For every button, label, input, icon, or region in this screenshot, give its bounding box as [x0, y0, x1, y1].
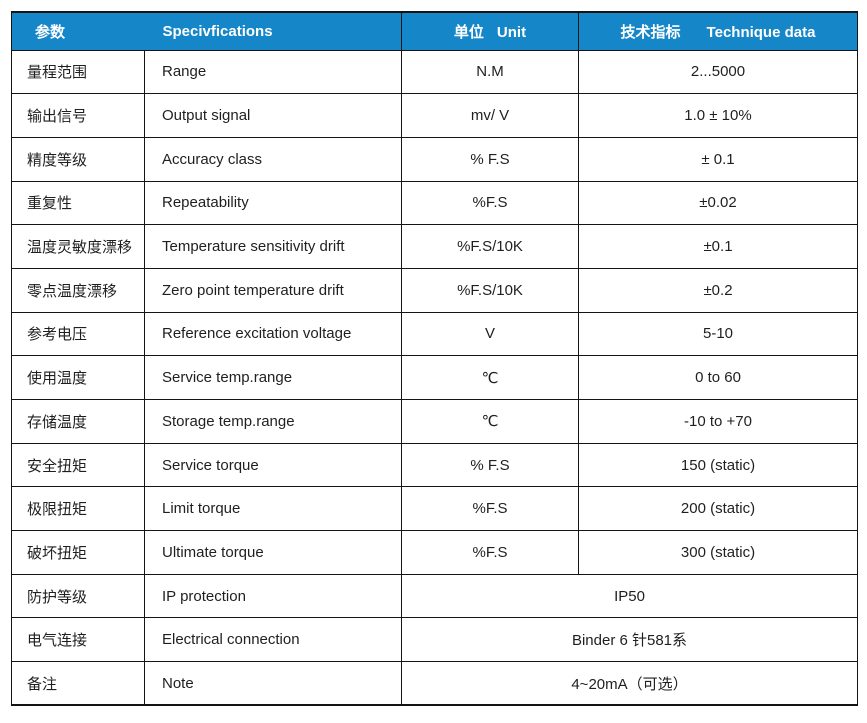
table-header: 参数 Specivfications 单位 Unit 技术指标 Technique …	[11, 12, 858, 50]
param-zh-cell: 极限扭矩	[11, 486, 145, 532]
table-row: 零点温度漂移 Zero point temperature drift %F.S…	[11, 267, 858, 313]
table-row: 存储温度 Storage temp.range ℃ -10 to +70	[11, 399, 858, 444]
specifications-table: 参数 Specivfications 单位 Unit 技术指标 Technique …	[11, 11, 858, 707]
param-zh-cell: 温度灵敏度漂移	[11, 224, 145, 269]
value-cell: -10 to +70	[578, 399, 858, 444]
param-zh-cell: 电气连接	[11, 617, 145, 663]
table-row: 安全扭矩 Service torque % F.S 150 (static)	[11, 442, 858, 488]
param-zh-cell: 精度等级	[11, 136, 145, 182]
value-cell: ±0.02	[578, 180, 858, 226]
param-en-cell: Zero point temperature drift	[144, 267, 402, 313]
header-tech-zh: 技术指标	[620, 23, 681, 41]
unit-cell: % F.S	[401, 442, 579, 488]
spec-sheet-page: 参数 Specivfications 单位 Unit 技术指标 Technique …	[11, 11, 858, 707]
param-en-cell: Storage temp.range	[144, 399, 402, 444]
header-technique-data: 技术指标 Technique data	[578, 12, 858, 50]
unit-cell: ℃	[401, 355, 579, 400]
param-en-cell: Range	[144, 49, 402, 95]
param-en-cell: Electrical connection	[144, 617, 402, 663]
unit-cell: % F.S	[401, 136, 579, 182]
param-en-cell: Reference excitation voltage	[144, 311, 402, 357]
header-tech-en: Technique data	[706, 23, 816, 41]
param-zh-cell: 输出信号	[11, 93, 145, 138]
param-en-cell: Limit torque	[144, 486, 402, 532]
value-cell: 5-10	[578, 311, 858, 357]
value-cell: ± 0.1	[578, 136, 858, 182]
param-en-cell: Note	[144, 661, 402, 706]
param-zh-cell: 破坏扭矩	[11, 530, 145, 575]
unit-cell: %F.S/10K	[401, 224, 579, 269]
unit-cell: %F.S	[401, 486, 579, 532]
param-en-cell: Service torque	[144, 442, 402, 488]
unit-cell: %F.S/10K	[401, 267, 579, 313]
param-en-cell: Accuracy class	[144, 136, 402, 182]
table-row: 备注 Note 4~20mA（可选）	[11, 661, 858, 706]
value-cell: 200 (static)	[578, 486, 858, 532]
param-zh-cell: 安全扭矩	[11, 442, 145, 488]
value-cell: 0 to 60	[578, 355, 858, 400]
header-unit-zh: 单位	[453, 23, 484, 41]
value-cell: 300 (static)	[578, 530, 858, 575]
table-body: 量程范围 Range N.M 2...5000 输出信号 Output sign…	[11, 49, 858, 706]
value-cell: ±0.1	[578, 224, 858, 269]
param-en-cell: Service temp.range	[144, 355, 402, 400]
unit-cell: %F.S	[401, 180, 579, 226]
header-unit-en: Unit	[496, 23, 527, 41]
value-cell-merged: IP50	[401, 573, 858, 619]
param-en-cell: Repeatability	[144, 180, 402, 226]
header-param-zh: 参数	[11, 12, 145, 50]
header-row: 参数 Specivfications 单位 Unit 技术指标 Technique …	[11, 12, 858, 50]
param-en-cell: Ultimate torque	[144, 530, 402, 575]
param-zh-cell: 参考电压	[11, 311, 145, 357]
param-zh-cell: 防护等级	[11, 573, 145, 619]
table-row: 防护等级 IP protection IP50	[11, 573, 858, 619]
param-en-cell: Output signal	[144, 93, 402, 138]
param-en-cell: IP protection	[144, 573, 402, 619]
value-cell-merged: Binder 6 针581系	[401, 617, 858, 663]
table-row: 重复性 Repeatability %F.S ±0.02	[11, 180, 858, 226]
value-cell: 2...5000	[578, 49, 858, 95]
table-row: 量程范围 Range N.M 2...5000	[11, 49, 858, 95]
header-specifications: Specivfications	[144, 12, 402, 50]
table-row: 参考电压 Reference excitation voltage V 5-10	[11, 311, 858, 357]
param-en-cell: Temperature sensitivity drift	[144, 224, 402, 269]
table-row: 极限扭矩 Limit torque %F.S 200 (static)	[11, 486, 858, 532]
unit-cell: mv/ V	[401, 93, 579, 138]
table-row: 输出信号 Output signal mv/ V 1.0 ± 10%	[11, 93, 858, 138]
value-cell: ±0.2	[578, 267, 858, 313]
param-zh-cell: 零点温度漂移	[11, 267, 145, 313]
param-zh-cell: 备注	[11, 661, 145, 706]
param-zh-cell: 量程范围	[11, 49, 145, 95]
table-row: 破坏扭矩 Ultimate torque %F.S 300 (static)	[11, 530, 858, 575]
table-row: 温度灵敏度漂移 Temperature sensitivity drift %F…	[11, 224, 858, 269]
header-unit: 单位 Unit	[401, 12, 579, 50]
unit-cell: %F.S	[401, 530, 579, 575]
param-zh-cell: 存储温度	[11, 399, 145, 444]
param-zh-cell: 使用温度	[11, 355, 145, 400]
unit-cell: V	[401, 311, 579, 357]
param-zh-cell: 重复性	[11, 180, 145, 226]
table-row: 电气连接 Electrical connection Binder 6 针581…	[11, 617, 858, 663]
value-cell: 1.0 ± 10%	[578, 93, 858, 138]
value-cell-merged: 4~20mA（可选）	[401, 661, 858, 706]
unit-cell: N.M	[401, 49, 579, 95]
unit-cell: ℃	[401, 399, 579, 444]
table-row: 使用温度 Service temp.range ℃ 0 to 60	[11, 355, 858, 400]
table-row: 精度等级 Accuracy class % F.S ± 0.1	[11, 136, 858, 182]
value-cell: 150 (static)	[578, 442, 858, 488]
